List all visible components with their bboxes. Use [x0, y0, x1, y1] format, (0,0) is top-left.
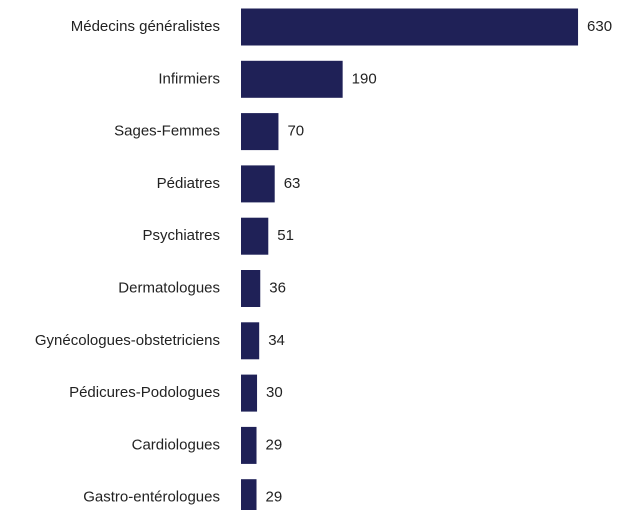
bar	[241, 217, 269, 255]
value-label: 29	[266, 436, 283, 453]
category-label: Cardiologues	[132, 436, 220, 453]
value-label: 630	[587, 18, 612, 35]
category-label: Sages-Femmes	[114, 123, 220, 140]
value-label: 70	[287, 123, 304, 140]
value-label: 63	[284, 175, 301, 192]
bar	[241, 374, 258, 412]
bar	[241, 113, 279, 151]
category-label: Dermatologues	[118, 279, 220, 296]
bar	[241, 322, 260, 360]
bar	[241, 8, 579, 46]
category-label: Pédicures-Podologues	[69, 384, 220, 401]
value-label: 36	[269, 279, 286, 296]
bar	[241, 270, 261, 307]
value-label: 51	[277, 227, 294, 244]
category-label: Médecins généralistes	[71, 18, 220, 35]
bar	[241, 426, 257, 464]
category-label: Infirmiers	[158, 70, 220, 87]
category-label: Pédiatres	[157, 175, 220, 192]
value-label: 34	[268, 332, 285, 349]
category-label: Gynécologues-obstetriciens	[35, 332, 220, 349]
category-label: Gastro-entérologues	[83, 489, 220, 506]
value-label: 30	[266, 384, 283, 401]
category-label: Psychiatres	[142, 227, 220, 244]
value-label: 190	[352, 70, 377, 87]
value-label: 29	[266, 489, 283, 506]
bar	[241, 60, 343, 98]
bar	[241, 479, 257, 510]
bar	[241, 165, 275, 203]
